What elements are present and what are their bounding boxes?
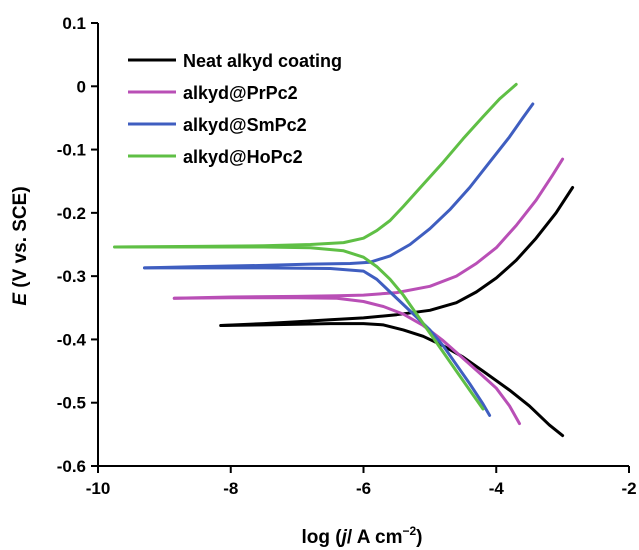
x-axis-title-unit: / A cm bbox=[347, 527, 403, 548]
x-tick-label-4: -2 bbox=[621, 479, 636, 498]
y-tick-label-1: 0 bbox=[77, 77, 86, 96]
series-line-1-anodic bbox=[172, 157, 565, 300]
series-line-0-cathodic bbox=[219, 322, 565, 438]
y-tick-label-2: -0.1 bbox=[57, 141, 86, 160]
legend-label-2: alkyd@SmPc2 bbox=[183, 115, 307, 135]
x-axis-title-exponent: −2 bbox=[402, 524, 416, 538]
legend-label-1: alkyd@PrPc2 bbox=[183, 83, 298, 103]
series-line-1-cathodic bbox=[172, 296, 521, 426]
series-line-2-anodic bbox=[143, 102, 535, 270]
y-tick-label-0: 0.1 bbox=[62, 14, 86, 33]
x-axis-title: log (j/ A cm−2) bbox=[301, 524, 422, 548]
x-axis-title-symbol: j bbox=[339, 527, 348, 548]
x-tick-label-0: -10 bbox=[86, 479, 111, 498]
x-tick-label-1: -8 bbox=[223, 479, 238, 498]
y-tick-label-7: -0.6 bbox=[57, 457, 86, 476]
series-line-3-cathodic bbox=[113, 245, 485, 411]
x-tick-label-2: -6 bbox=[356, 479, 371, 498]
legend: Neat alkyd coating alkyd@PrPc2 alkyd@SmPc2… bbox=[128, 51, 342, 167]
axes-layer: 0.1 0 -0.1 -0.2 -0.3 -0.4 -0.5 -0.6-10 -8 -6 -4 -2 bbox=[57, 14, 637, 498]
legend-label-3: alkyd@HoPc2 bbox=[183, 147, 303, 167]
x-axis-title-prefix: log ( bbox=[301, 527, 342, 548]
y-tick-label-4: -0.3 bbox=[57, 267, 86, 286]
x-axis-title-suffix: ) bbox=[416, 527, 422, 548]
y-tick-label-6: -0.5 bbox=[57, 394, 86, 413]
y-tick-label-3: -0.2 bbox=[57, 204, 86, 223]
series-layer bbox=[113, 82, 575, 438]
series-line-2-cathodic bbox=[143, 266, 492, 417]
y-axis-title-symbol: E bbox=[10, 292, 31, 306]
series-line-3-anodic bbox=[113, 82, 518, 249]
x-tick-label-3: -4 bbox=[489, 479, 505, 498]
y-axis-title-unit: (V vs. SCE) bbox=[10, 186, 31, 293]
legend-label-0: Neat alkyd coating bbox=[183, 51, 342, 71]
y-tick-label-5: -0.4 bbox=[57, 330, 87, 349]
y-axis-title: E (V vs. SCE) bbox=[10, 186, 31, 305]
series-line-0-anodic bbox=[219, 186, 575, 327]
